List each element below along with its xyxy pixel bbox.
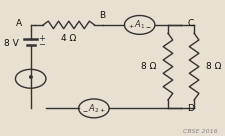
Text: 8 Ω: 8 Ω [141, 62, 156, 71]
Text: CBSE 2016: CBSE 2016 [183, 129, 218, 134]
Text: 4 Ω: 4 Ω [61, 34, 76, 43]
Text: −: − [38, 40, 45, 49]
Text: −: − [145, 24, 151, 29]
Text: −: − [83, 108, 88, 113]
Text: $A_2$: $A_2$ [88, 102, 99, 115]
Text: C: C [188, 19, 194, 28]
Text: A: A [16, 19, 22, 28]
Text: +: + [100, 108, 105, 113]
Text: +: + [38, 34, 45, 43]
Text: •: • [27, 72, 35, 85]
Text: B: B [99, 10, 106, 20]
Text: 8 Ω: 8 Ω [206, 62, 221, 71]
Text: +: + [129, 24, 134, 29]
Text: D: D [188, 104, 194, 113]
Text: $A_1$: $A_1$ [134, 19, 145, 31]
Text: 8 V: 8 V [4, 39, 19, 48]
